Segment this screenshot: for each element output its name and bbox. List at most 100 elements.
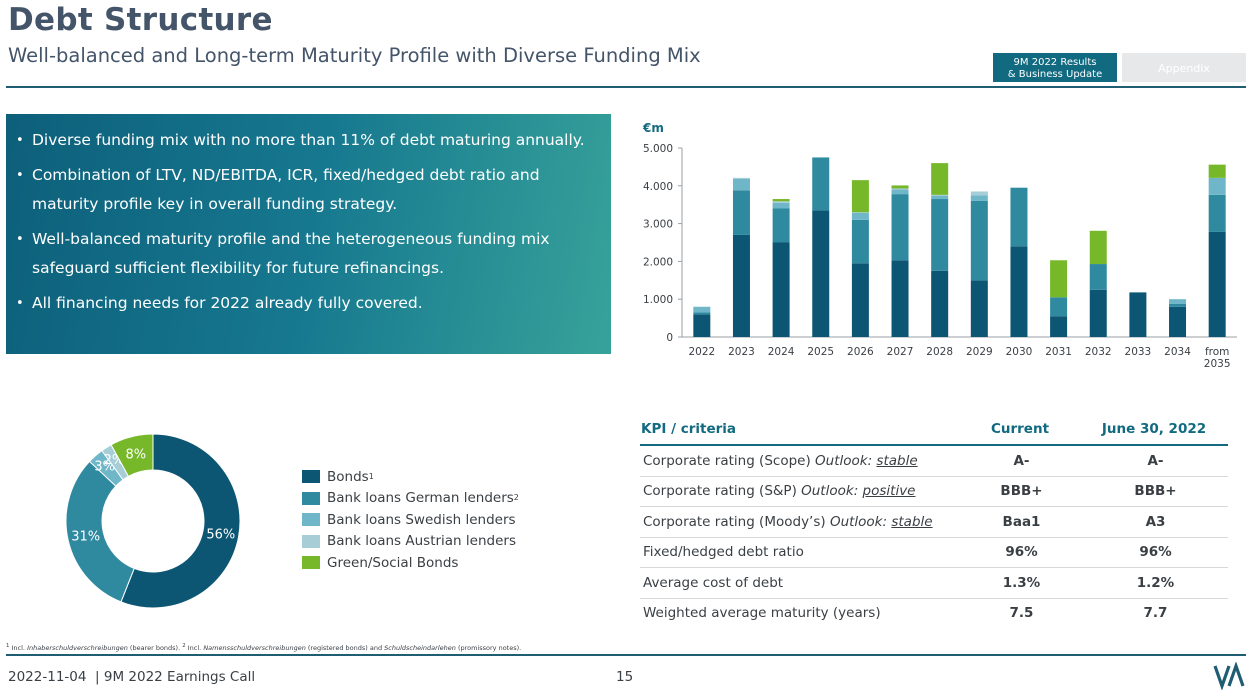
kpi-header-criteria: KPI / criteria	[640, 413, 960, 446]
bar-segment	[970, 200, 988, 281]
page-number: 15	[616, 669, 634, 685]
kpi-outlook-label: Outlook:	[829, 513, 892, 530]
legend-swatch	[302, 534, 320, 548]
bar-segment	[772, 202, 790, 209]
company-logo-icon	[1213, 662, 1245, 690]
bar-segment	[1129, 292, 1147, 337]
unit-label: €m	[642, 121, 664, 135]
bullet-item: • All financing needs for 2022 already fu…	[16, 289, 593, 318]
kpi-row: Weighted average maturity (years) 7.5 7.7	[640, 598, 1228, 628]
tab-results-line1: 9M 2022 Results	[1013, 56, 1097, 68]
bullet-item: • Well-balanced maturity profile and the …	[16, 225, 593, 283]
kpi-label: Corporate rating (Scope)	[643, 452, 816, 469]
kpi-label: Fixed/hedged debt ratio	[643, 544, 804, 561]
bar-segment	[1089, 230, 1107, 265]
bullet-dot-icon: •	[16, 168, 24, 183]
y-tick-label: 3.000	[643, 219, 673, 231]
page-title: Debt Structure	[8, 2, 273, 38]
footnote-text: (promissory notes).	[455, 644, 522, 653]
bar-segment	[1050, 297, 1068, 317]
donut-data-label: 3%	[94, 460, 115, 475]
footnote-term: Schuldscheindarlehen	[384, 644, 456, 653]
kpi-current-value: 1.3%	[960, 567, 1080, 599]
bullet-dot-icon: •	[16, 296, 24, 311]
bar-segment	[1169, 306, 1187, 337]
x-tick-label: 2024	[768, 346, 795, 358]
bullet-text: Combination of LTV, ND/EBITDA, ICR, fixe…	[32, 166, 540, 213]
bar-segment	[693, 312, 711, 315]
tab-appendix[interactable]: Appendix	[1122, 53, 1246, 82]
bar-segment	[851, 180, 869, 213]
bar-segment	[1010, 246, 1028, 337]
footnote-ref-2: 2	[182, 643, 186, 649]
kpi-label: Corporate rating (Moody’s)	[643, 513, 830, 530]
bullet-text: Diverse funding mix with no more than 11…	[32, 131, 585, 149]
bar-segment	[931, 163, 949, 195]
bar-segment	[970, 195, 988, 201]
bar-segment	[732, 190, 750, 235]
footnote-term: Inhaberschuldverschreibungen	[27, 644, 128, 653]
bar-segment	[1208, 194, 1226, 232]
bar-segment	[851, 213, 869, 220]
x-tick-label: 2032	[1085, 346, 1112, 358]
x-tick-label: 2029	[966, 346, 993, 358]
header-divider	[6, 86, 1246, 88]
kpi-row: Corporate rating (Scope) Outlook: stable…	[640, 445, 1228, 477]
kpi-criteria-cell: Fixed/hedged debt ratio	[640, 537, 960, 568]
kpi-current-value: Baa1	[960, 506, 1080, 538]
kpi-criteria-cell: Corporate rating (S&P) Outlook: positive	[640, 476, 960, 507]
tab-results-business-update[interactable]: 9M 2022 Results & Business Update	[993, 53, 1117, 82]
bullet-dot-icon: •	[16, 232, 24, 247]
footer-divider	[6, 654, 1246, 656]
bar-segment	[851, 212, 869, 214]
kpi-june-value: 1.2%	[1080, 567, 1228, 599]
funding-mix-donut-chart: 56%31%3%2% 8%	[65, 433, 241, 609]
bar-segment	[931, 199, 949, 271]
donut-data-label: 8%	[126, 448, 147, 463]
bar-segment	[970, 280, 988, 337]
donut-data-label: 31%	[71, 530, 100, 545]
kpi-outlook-label: Outlook:	[801, 483, 863, 500]
kpi-june-value: BBB+	[1080, 476, 1228, 507]
bar-segment	[1050, 260, 1068, 298]
footnote-text: Incl.	[185, 644, 204, 653]
legend-item: Bank loans Austrian lenders	[302, 531, 519, 553]
legend-item: Bank loans German lenders 2	[302, 488, 519, 510]
kpi-current-value: 96%	[960, 537, 1080, 568]
y-tick-label: 5.000	[643, 143, 673, 155]
x-tick-label: 2028	[926, 346, 953, 358]
bar-segment	[1010, 187, 1028, 247]
y-tick-label: 4.000	[643, 181, 673, 193]
legend-swatch	[302, 556, 320, 570]
legend-label: Bank loans Austrian lenders	[327, 533, 516, 550]
donut-slice	[120, 433, 241, 609]
x-tick-label: 2030	[1006, 346, 1033, 358]
kpi-outlook-value: positive	[862, 483, 916, 500]
bullet-item: • Diverse funding mix with no more than 1…	[16, 126, 593, 155]
kpi-outlook-value: stable	[876, 452, 918, 469]
kpi-criteria-cell: Corporate rating (Moody’s) Outlook: stab…	[640, 506, 960, 538]
key-points-box: • Diverse funding mix with no more than 1…	[6, 114, 611, 354]
donut-slice	[65, 460, 135, 603]
footer-date-event: 2022-11-04 | 9M 2022 Earnings Call	[8, 669, 256, 685]
bar-segment	[891, 194, 909, 261]
bar-segment	[970, 191, 988, 196]
legend-label: Bonds	[327, 468, 369, 485]
kpi-label: Corporate rating (S&P)	[643, 483, 802, 500]
bar-segment	[772, 242, 790, 337]
kpi-table-header-row: KPI / criteria Current June 30, 2022	[640, 413, 1228, 446]
bar-segment	[931, 196, 949, 200]
x-tick-label: 2034	[1164, 346, 1191, 358]
footnote-text: Incl.	[9, 644, 28, 653]
kpi-row: Fixed/hedged debt ratio 96% 96%	[640, 537, 1228, 568]
y-tick-label: 2.000	[643, 256, 673, 268]
x-tick-label: 2027	[887, 346, 914, 358]
bar-segment	[1050, 316, 1068, 337]
x-tick-label: 2033	[1125, 346, 1152, 358]
x-tick-label: from	[1205, 346, 1229, 358]
bullet-item: • Combination of LTV, ND/EBITDA, ICR, fix…	[16, 161, 593, 219]
legend-swatch	[302, 470, 320, 484]
bar-segment	[1208, 164, 1226, 178]
kpi-table: KPI / criteria Current June 30, 2022 Cor…	[640, 413, 1228, 628]
footnote-text: (registered bonds) and	[305, 644, 385, 653]
